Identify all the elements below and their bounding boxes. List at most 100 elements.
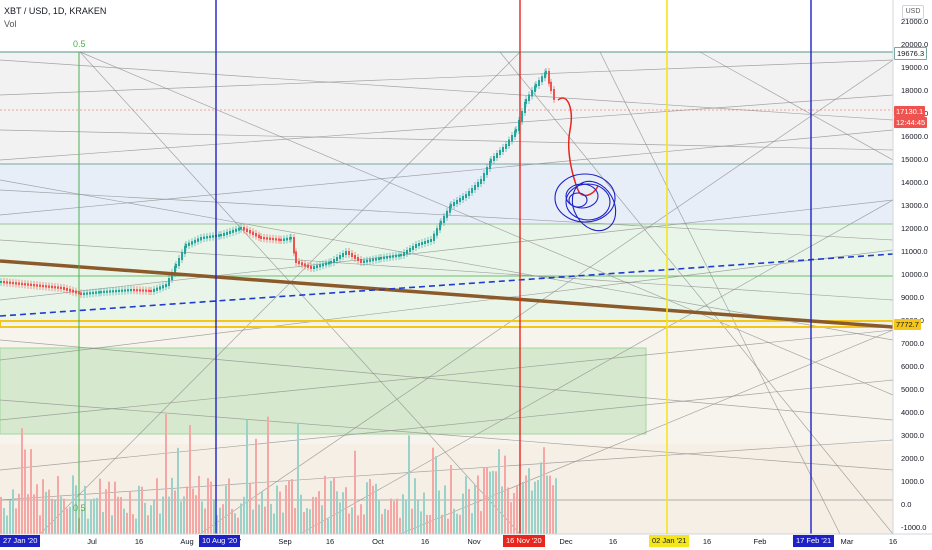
candle-body <box>153 288 155 292</box>
volume-bar <box>3 508 5 534</box>
candle-body <box>109 290 111 293</box>
candle-body <box>304 263 306 267</box>
volume-bar <box>39 515 41 534</box>
candle-body <box>378 257 380 260</box>
volume-bar <box>174 490 176 534</box>
candle-body <box>380 257 382 260</box>
candle-body <box>235 228 237 232</box>
candle-body <box>21 282 23 286</box>
candle-body <box>400 254 402 257</box>
volume-bar <box>150 505 152 534</box>
volume-bar <box>522 481 524 534</box>
time-tick-label: Oct <box>372 537 385 546</box>
candle-body <box>255 233 257 237</box>
volume-bar <box>423 492 425 534</box>
candle-body <box>33 284 35 287</box>
candle-body <box>459 198 461 202</box>
volume-bar <box>300 494 302 534</box>
volume-bar <box>225 485 227 534</box>
candle-body <box>518 120 520 131</box>
candle-body <box>30 283 32 286</box>
time-tick-label: 16 <box>609 537 617 546</box>
fan-line <box>0 329 894 421</box>
blue-circles-drawing[interactable] <box>554 173 624 238</box>
volume-bar <box>180 501 182 534</box>
candle-body <box>535 84 537 88</box>
price-axis[interactable] <box>893 0 932 550</box>
volume-bar <box>528 468 530 534</box>
volume-bar <box>480 511 482 534</box>
candle-body <box>280 238 282 241</box>
price-tick-label: 0.0 <box>901 500 911 509</box>
volume-bar <box>453 508 455 534</box>
volume-bar <box>450 465 452 534</box>
candle-body <box>191 241 193 245</box>
candle-body <box>200 237 202 241</box>
candle-body <box>130 289 132 292</box>
volume-bar <box>189 425 191 534</box>
volume-bar <box>402 494 404 534</box>
candle-body <box>389 255 391 259</box>
candle-body <box>98 291 100 294</box>
time-tick-label: Dec <box>559 537 573 546</box>
candle-body <box>286 237 288 241</box>
red-drawing[interactable] <box>557 97 599 197</box>
volume-bar <box>525 475 527 534</box>
volume-bar <box>156 478 158 534</box>
candle-body <box>471 188 473 193</box>
candle-body <box>386 256 388 259</box>
candle-body <box>528 94 530 101</box>
volume-bar <box>51 498 53 534</box>
candle-body <box>188 242 190 246</box>
candle-body <box>553 89 555 100</box>
currency-button[interactable]: USD <box>902 5 924 19</box>
candle-body <box>0 281 2 283</box>
volume-bar <box>414 478 416 534</box>
candle-body <box>181 252 183 260</box>
candle-body <box>92 291 94 295</box>
volume-bar <box>447 518 449 534</box>
candle-body <box>171 272 173 280</box>
volume-bar <box>369 478 371 534</box>
blue-dashed-trendline[interactable] <box>0 253 894 317</box>
date-tag-red: 16 Nov '20 <box>503 535 545 547</box>
volume-bar <box>21 428 23 534</box>
candle-body <box>12 281 14 285</box>
candle-body <box>260 236 262 239</box>
candle-body <box>142 289 144 292</box>
volume-bar <box>540 462 542 534</box>
volume-bar <box>111 515 113 534</box>
zone-green <box>0 224 893 324</box>
volume-bar <box>57 476 59 534</box>
volume-label: Vol <box>4 19 17 29</box>
candle-body <box>409 248 411 252</box>
volume-bar <box>48 489 50 534</box>
candle-body <box>310 265 312 269</box>
candle-body <box>232 229 234 233</box>
candle-body <box>206 236 208 239</box>
brown-trendline[interactable] <box>0 259 894 329</box>
fib-box <box>0 347 647 435</box>
volume-bar <box>72 475 74 534</box>
candle-body <box>48 285 50 288</box>
candle-body <box>483 173 485 181</box>
volume-bar <box>270 503 272 534</box>
volume-bar <box>543 447 545 534</box>
volume-bar <box>60 496 62 534</box>
volume-bar <box>537 480 539 534</box>
symbol-legend[interactable]: XBT / USD, 1D, KRAKEN Vol <box>4 5 106 31</box>
fan-line <box>0 59 894 96</box>
candle-body <box>243 227 245 231</box>
volume-bar <box>489 471 491 534</box>
fan-line <box>599 51 841 535</box>
volume-bar <box>315 497 317 534</box>
price-tick-label: 1000.0 <box>901 477 924 486</box>
time-tick-label: Mar <box>841 537 854 546</box>
candle-body <box>508 139 510 146</box>
fan-line <box>699 51 894 161</box>
candle-body <box>499 150 501 155</box>
candle-body <box>220 234 222 237</box>
candle-body <box>489 161 491 169</box>
volume-bar <box>555 478 557 534</box>
